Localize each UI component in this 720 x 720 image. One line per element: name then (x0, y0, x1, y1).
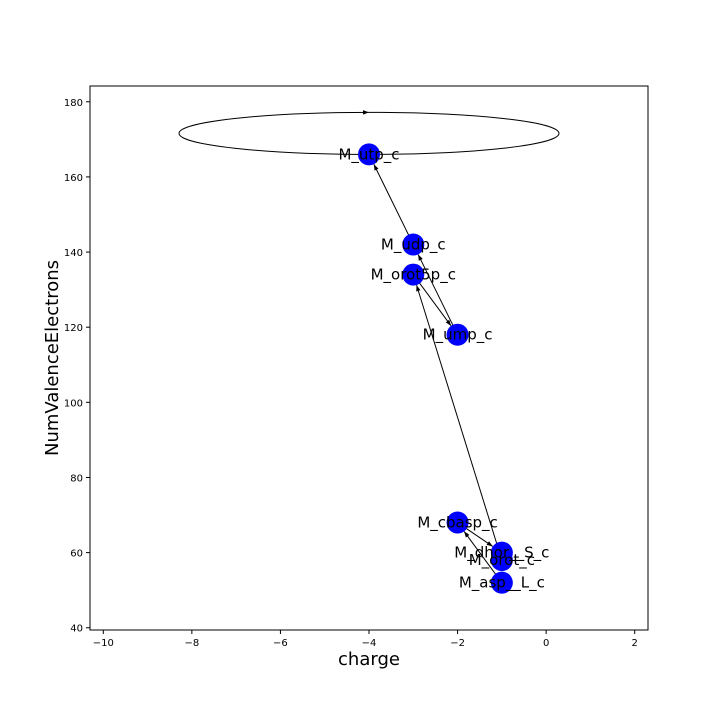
node-label: M_asp__L_c (459, 574, 545, 593)
node-label: M_udp_c (381, 236, 446, 255)
x-axis-label: charge (338, 649, 400, 670)
node-point (402, 233, 425, 256)
edge-line (416, 284, 503, 561)
node-labels-layer: M_utp_c M_udp_c M_orot5p_c M_ump_c M_cbasp_c… (338, 145, 549, 592)
x-tick-label: 2 (632, 638, 638, 649)
node-label: M_orot_c (469, 551, 535, 570)
edge-arrowhead (464, 531, 470, 538)
node-point (402, 263, 425, 286)
y-axis-label: NumValenceElectrons (42, 260, 63, 456)
y-tick-label: 120 (64, 323, 83, 334)
x-tick-label: 0 (543, 638, 549, 649)
edge-arrowhead (445, 319, 452, 326)
x-tick-label: −6 (273, 638, 288, 649)
node-point (446, 511, 469, 534)
y-tick-label: 180 (64, 98, 83, 109)
y-tick-label: 80 (70, 473, 83, 484)
y-tick-label: 100 (64, 398, 83, 409)
y-tick-label: 140 (64, 248, 83, 259)
y-tick-label: 160 (64, 173, 83, 184)
y-tick-label: 60 (70, 549, 83, 560)
x-axis-ticks: −10 −8 −6 −4 −2 0 2 (93, 630, 638, 649)
nodes-layer (358, 143, 513, 594)
x-tick-label: −2 (450, 638, 465, 649)
node-point (490, 571, 513, 594)
edge-arrowhead (363, 110, 369, 115)
edge-arrowhead (486, 541, 493, 547)
x-tick-label: −4 (362, 638, 377, 649)
node-point (490, 549, 513, 572)
y-axis-ticks: 40 60 80 100 120 140 160 180 (64, 98, 90, 635)
edge-arrowhead (373, 164, 379, 171)
node-label: M_orot5p_c (371, 266, 456, 285)
node-point (358, 143, 380, 166)
node-label: M_utp_c (338, 145, 399, 164)
edge-line (417, 254, 459, 335)
x-tick-label: −8 (184, 638, 199, 649)
y-tick-label: 40 (70, 624, 83, 635)
node-label: M_cbasp_c (417, 514, 498, 533)
node-label: M_dhor__S_c (454, 544, 549, 563)
node-point (446, 323, 469, 346)
node-label: M_ump_c (423, 326, 493, 345)
edge-arrowhead (416, 285, 421, 292)
edge-arrowhead (418, 254, 423, 261)
edge-line (373, 164, 414, 245)
x-tick-label: −10 (93, 638, 114, 649)
